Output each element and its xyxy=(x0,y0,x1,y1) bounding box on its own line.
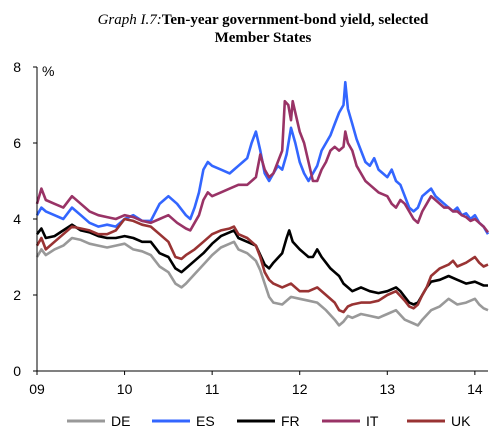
x-tick-label: 09 xyxy=(29,381,45,397)
legend-label-uk: UK xyxy=(451,413,471,429)
legend-label-fr: FR xyxy=(281,413,300,429)
legend: DE ES FR IT UK xyxy=(67,413,471,429)
x-tick-label: 10 xyxy=(117,381,133,397)
y-axis-unit-label: % xyxy=(42,63,54,79)
legend-item-uk: UK xyxy=(407,413,471,429)
axes-layer: 0 2 4 6 8 09 10 11 12 13 14 xyxy=(13,59,488,397)
chart-title: Graph I.7:Ten-year government-bond yield… xyxy=(98,12,429,46)
chart-title-prefix: Graph I.7: xyxy=(98,12,162,28)
legend-item-es: ES xyxy=(152,413,215,429)
y-tick-label: 2 xyxy=(13,287,21,303)
series-line-es xyxy=(35,80,490,235)
y-tick-label: 0 xyxy=(13,363,21,379)
y-tick-label: 6 xyxy=(13,135,21,151)
series-layer xyxy=(35,80,490,327)
y-tick-label: 8 xyxy=(13,59,21,75)
chart-title-main: Ten-year government-bond yield, selected xyxy=(162,12,429,28)
legend-label-de: DE xyxy=(111,413,130,429)
legend-item-it: IT xyxy=(322,413,379,429)
x-tick-label: 11 xyxy=(205,381,220,397)
series-line-uk xyxy=(35,217,489,314)
series-line-fr xyxy=(35,223,488,306)
y-tick-label: 4 xyxy=(13,211,21,227)
legend-item-de: DE xyxy=(67,413,130,429)
legend-label-it: IT xyxy=(366,413,379,429)
series-line-it xyxy=(35,99,490,234)
x-tick-label: 14 xyxy=(467,381,483,397)
x-tick-label: 13 xyxy=(380,381,396,397)
chart-title-line1: Graph I.7:Ten-year government-bond yield… xyxy=(98,12,429,28)
chart-title-line2: Member States xyxy=(215,30,312,46)
x-tick-label: 12 xyxy=(292,381,308,397)
legend-item-fr: FR xyxy=(237,413,300,429)
series-line-de xyxy=(35,236,489,327)
legend-label-es: ES xyxy=(196,413,215,429)
